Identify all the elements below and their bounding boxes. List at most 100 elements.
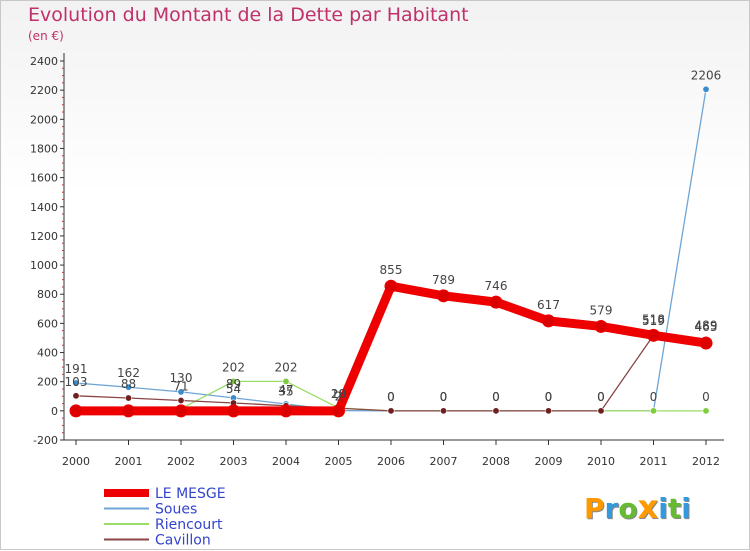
data-point-cavillon bbox=[177, 396, 185, 404]
data-label-riencourt: 0 bbox=[702, 390, 710, 404]
data-label-soues: 191 bbox=[65, 362, 88, 376]
data-label-soues: 0 bbox=[387, 390, 395, 404]
data-label-cavillon: 0 bbox=[545, 390, 553, 404]
y-tick-label: 1000 bbox=[30, 259, 58, 272]
y-tick-label: 1800 bbox=[30, 142, 58, 155]
data-label-cavillon: 519 bbox=[642, 314, 665, 328]
x-tick-label: 2010 bbox=[587, 455, 615, 468]
data-label-le-mesge: 518 bbox=[642, 312, 665, 326]
logo-letter: i bbox=[681, 492, 691, 525]
data-label-soues: 2 bbox=[335, 390, 343, 404]
data-label-soues: 0 bbox=[597, 390, 605, 404]
data-point-riencourt bbox=[230, 377, 238, 385]
y-tick-label: 400 bbox=[37, 347, 58, 360]
x-tick-label: 2001 bbox=[115, 455, 143, 468]
x-tick-label: 2011 bbox=[640, 455, 668, 468]
data-label-soues: 47 bbox=[278, 383, 293, 397]
x-tick-label: 2002 bbox=[167, 455, 195, 468]
logo-letter: i bbox=[658, 492, 668, 525]
data-point-cavillon bbox=[544, 407, 552, 415]
data-point-le-mesge bbox=[437, 289, 450, 303]
data-point-le-mesge bbox=[227, 404, 240, 418]
y-tick-label: 200 bbox=[37, 376, 58, 389]
data-label-riencourt: 202 bbox=[222, 360, 245, 374]
y-tick-label: 2200 bbox=[30, 84, 58, 97]
series-layer bbox=[69, 85, 713, 418]
data-label-le-mesge: 855 bbox=[380, 263, 403, 277]
x-tick-label: 2012 bbox=[692, 455, 720, 468]
data-label-soues: 89 bbox=[226, 377, 241, 391]
data-point-le-mesge bbox=[594, 319, 608, 333]
data-point-le-mesge bbox=[489, 295, 503, 309]
data-label-cavillon: 0 bbox=[597, 390, 605, 404]
y-tick-label: 600 bbox=[37, 317, 58, 330]
logo-letter: x bbox=[637, 488, 659, 526]
data-label-cavillon: 103 bbox=[65, 375, 88, 389]
data-label-soues: 162 bbox=[117, 366, 140, 380]
logo-letter: o bbox=[618, 492, 638, 525]
data-point-le-mesge bbox=[332, 404, 345, 418]
x-tick-label: 2008 bbox=[482, 455, 510, 468]
legend-label-soues: Soues bbox=[155, 502, 197, 518]
y-tick-label: 0 bbox=[51, 405, 58, 418]
x-tick-label: 2003 bbox=[220, 455, 248, 468]
y-tick-label: 1400 bbox=[30, 201, 58, 214]
y-tick-label: 800 bbox=[37, 288, 58, 301]
data-label-soues: 0 bbox=[440, 390, 448, 404]
chart-unit-label: (en €) bbox=[28, 29, 64, 43]
legend-label-le-mesge: LE MESGE bbox=[155, 486, 226, 502]
data-label-cavillon: 0 bbox=[440, 390, 448, 404]
data-point-riencourt bbox=[702, 407, 710, 415]
x-tick-label: 2007 bbox=[430, 455, 458, 468]
data-label-le-mesge: 617 bbox=[537, 298, 560, 312]
logo-letter: r bbox=[604, 492, 619, 525]
data-label-soues: 130 bbox=[170, 371, 193, 385]
data-label-riencourt: 202 bbox=[275, 360, 298, 374]
data-point-soues bbox=[125, 383, 133, 391]
data-point-cavillon bbox=[125, 394, 133, 402]
data-point-le-mesge bbox=[699, 336, 713, 350]
data-point-cavillon bbox=[387, 407, 395, 415]
data-label-soues: 2206 bbox=[691, 68, 722, 82]
chart-axes: -200020040060080010001200140016001800200… bbox=[30, 53, 724, 468]
proxiti-logo: Proxiti bbox=[584, 488, 691, 526]
data-label-riencourt: 20 bbox=[331, 387, 346, 401]
data-label-le-mesge: 746 bbox=[485, 279, 508, 293]
y-tick-label: 1200 bbox=[30, 230, 58, 243]
legend-label-cavillon: Cavillon bbox=[155, 533, 211, 549]
data-label-soues: 0 bbox=[492, 390, 500, 404]
chart-title: Evolution du Montant de la Dette par Hab… bbox=[28, 4, 469, 26]
data-point-le-mesge bbox=[647, 328, 660, 342]
x-tick-label: 2005 bbox=[325, 455, 353, 468]
data-point-soues bbox=[702, 85, 710, 93]
data-point-le-mesge bbox=[279, 404, 293, 418]
data-point-riencourt bbox=[649, 407, 657, 415]
y-tick-label: -200 bbox=[33, 434, 58, 447]
data-point-cavillon bbox=[597, 407, 605, 415]
data-label-soues: 0 bbox=[545, 390, 553, 404]
y-tick-label: 2000 bbox=[30, 113, 58, 126]
y-tick-label: 2400 bbox=[30, 55, 58, 68]
data-point-le-mesge bbox=[69, 404, 83, 418]
data-point-soues bbox=[72, 379, 80, 387]
data-label-cavillon: 489 bbox=[695, 319, 718, 333]
data-label-cavillon: 0 bbox=[387, 390, 395, 404]
data-label-cavillon: 54 bbox=[226, 382, 241, 396]
legend-label-riencourt: Riencourt bbox=[155, 517, 223, 533]
series-line-soues bbox=[75, 88, 707, 412]
data-label-cavillon: 35 bbox=[278, 385, 293, 399]
data-label-le-mesge: 789 bbox=[432, 273, 455, 287]
data-point-riencourt bbox=[282, 377, 290, 385]
data-point-le-mesge bbox=[384, 279, 398, 293]
data-label-cavillon: 71 bbox=[173, 379, 188, 393]
x-tick-label: 2000 bbox=[62, 455, 90, 468]
data-label-cavillon: 0 bbox=[492, 390, 500, 404]
x-tick-label: 2006 bbox=[377, 455, 405, 468]
logo-letter: t bbox=[667, 492, 682, 525]
data-point-cavillon bbox=[72, 392, 80, 400]
data-label-le-mesge: 465 bbox=[695, 320, 718, 334]
